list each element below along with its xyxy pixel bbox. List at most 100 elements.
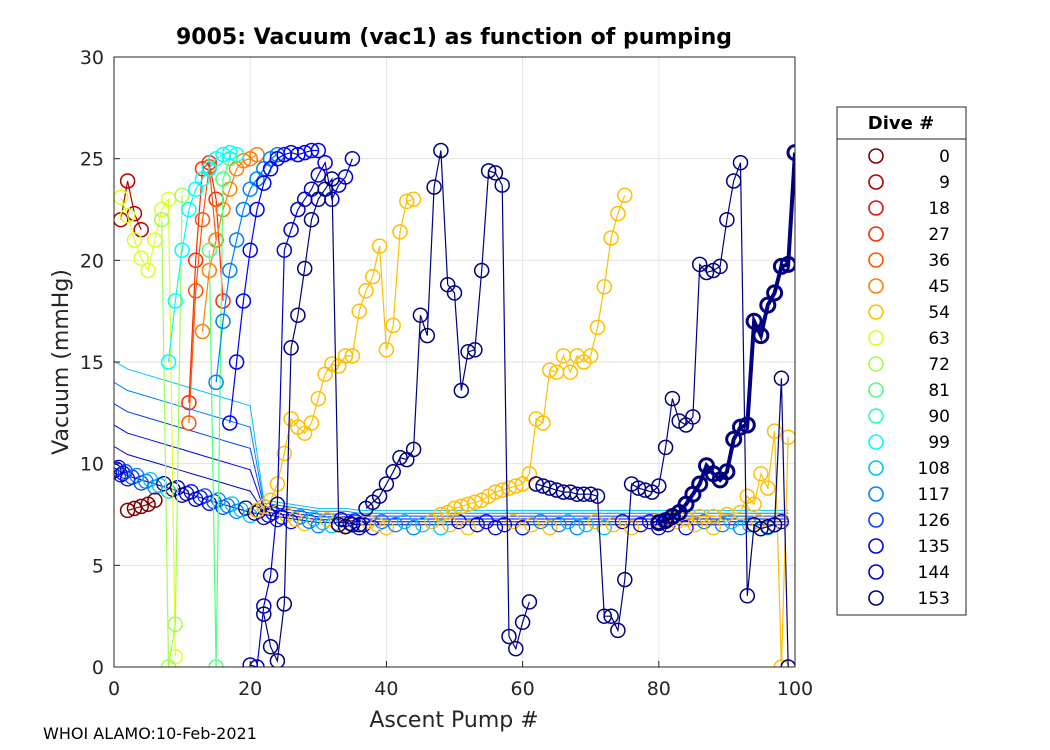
data-point xyxy=(208,374,224,391)
data-point xyxy=(712,258,728,275)
baseline-point xyxy=(387,517,404,533)
baseline-point xyxy=(142,471,158,488)
data-point xyxy=(725,430,743,448)
x-tick-label: 0 xyxy=(108,678,120,700)
data-point xyxy=(276,445,293,462)
baseline-point xyxy=(156,476,172,492)
data-point xyxy=(760,518,776,535)
legend-entry: 117 xyxy=(868,485,950,505)
baseline-point xyxy=(369,517,385,533)
legend-marker xyxy=(868,460,884,476)
data-point xyxy=(419,327,436,344)
legend-marker xyxy=(868,590,884,606)
data-point xyxy=(732,154,749,171)
legend-entry: 27 xyxy=(868,225,950,245)
legend-marker xyxy=(868,226,884,242)
data-point xyxy=(378,476,395,492)
footer-credit: WHOI ALAMO:10-Feb-2021 xyxy=(43,724,257,743)
data-point xyxy=(685,409,701,425)
data-point xyxy=(725,173,742,189)
y-axis-label: Vacuum (mmHg) xyxy=(49,269,74,455)
data-point xyxy=(208,659,224,667)
baseline-point xyxy=(569,520,585,536)
data-point xyxy=(160,659,177,667)
series-line xyxy=(263,177,360,664)
data-point xyxy=(187,283,204,299)
data-point xyxy=(310,142,327,159)
data-point xyxy=(290,307,306,323)
data-point xyxy=(535,478,551,494)
data-point xyxy=(147,492,163,509)
series-line xyxy=(167,151,237,363)
legend-label: 144 xyxy=(918,563,950,583)
legend-entry: 9 xyxy=(868,173,950,193)
data-point xyxy=(181,394,197,411)
data-point xyxy=(446,285,463,301)
data-point xyxy=(222,262,238,279)
x-tick-label: 80 xyxy=(647,678,671,700)
data-point xyxy=(114,189,129,206)
data-point xyxy=(535,415,551,431)
legend-label: 9 xyxy=(939,173,950,193)
data-point xyxy=(426,179,442,195)
data-point xyxy=(160,354,177,370)
legend-entry: 45 xyxy=(868,277,950,297)
series-line xyxy=(658,431,789,667)
legend-entry: 18 xyxy=(868,199,950,219)
data-point xyxy=(773,370,790,387)
data-point xyxy=(194,211,211,228)
x-axis-label: Ascent Pump # xyxy=(369,708,538,733)
data-point xyxy=(371,238,388,254)
data-point xyxy=(453,498,470,515)
y-tick-label: 20 xyxy=(80,250,104,272)
legend-label: 54 xyxy=(928,303,950,323)
data-point xyxy=(228,354,245,370)
data-point xyxy=(222,415,238,431)
series-line xyxy=(208,158,231,667)
grid xyxy=(113,56,796,668)
data-point xyxy=(487,165,504,181)
data-point xyxy=(351,516,367,533)
baseline-point xyxy=(741,517,758,533)
data-point xyxy=(140,262,156,279)
data-point xyxy=(215,313,231,330)
legend-entry: 135 xyxy=(868,537,950,557)
data-point xyxy=(262,638,279,655)
data-point xyxy=(582,486,599,502)
legend-marker xyxy=(868,148,884,164)
data-point xyxy=(467,342,483,358)
data-point xyxy=(405,191,422,208)
y-tick-label: 30 xyxy=(80,47,104,69)
data-point xyxy=(283,340,299,356)
series-line xyxy=(365,150,530,651)
series-line xyxy=(250,158,353,667)
data-point xyxy=(187,252,204,269)
legend-label: 135 xyxy=(918,537,950,557)
data-point xyxy=(303,415,320,431)
legend-entry: 126 xyxy=(868,511,950,531)
data-point xyxy=(412,307,429,323)
data-point xyxy=(344,150,361,167)
data-point xyxy=(133,498,149,515)
data-point xyxy=(256,175,272,191)
legend-label: 45 xyxy=(928,277,950,297)
legend-label: 153 xyxy=(918,589,950,609)
legend-entry: 144 xyxy=(868,563,950,583)
x-tick-label: 20 xyxy=(238,678,262,700)
baseline-point xyxy=(551,517,567,533)
data-point xyxy=(303,142,320,159)
data-point xyxy=(167,616,184,633)
data-point xyxy=(249,146,265,163)
legend-marker xyxy=(868,382,884,398)
legend-marker xyxy=(868,330,884,346)
data-point xyxy=(276,596,293,612)
baseline-point xyxy=(183,484,199,500)
data-point xyxy=(344,516,361,533)
data-point xyxy=(501,480,517,496)
baseline-point xyxy=(542,520,558,536)
series-54b xyxy=(433,187,633,523)
baseline-point xyxy=(514,520,531,536)
data-point xyxy=(433,506,449,523)
series-line xyxy=(536,162,789,667)
data-point xyxy=(385,317,401,334)
